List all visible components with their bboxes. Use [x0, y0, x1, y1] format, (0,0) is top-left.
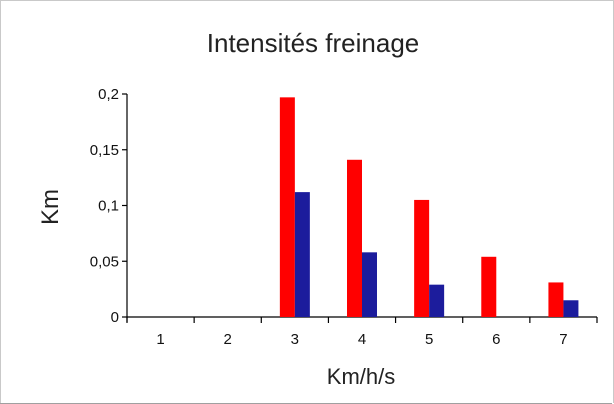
y-tick-label: 0,05: [90, 253, 119, 270]
bar-series-2-cat-7: [563, 300, 579, 317]
plot-area: 0 0,05 0,1 0,15 0,2 1 2 3 4 5 6 7: [90, 86, 598, 348]
y-axis-label: Km: [37, 189, 64, 225]
x-tick-label: 7: [559, 331, 567, 348]
bar-series-1-cat-4: [347, 159, 362, 317]
bar-series-2-cat-4: [362, 252, 377, 317]
x-tick-label: 2: [224, 331, 232, 348]
chart-title: Intensités freinage: [207, 28, 419, 58]
y-tick-label: 0,15: [90, 142, 119, 159]
bar-series-2-cat-5: [429, 284, 445, 317]
x-tick-label: 6: [492, 331, 500, 348]
bar-series-1-cat-6: [481, 256, 497, 317]
y-tick-label: 0: [111, 309, 119, 326]
x-axis-label: Km/h/s: [327, 364, 395, 389]
x-tick-label: 3: [291, 331, 299, 348]
x-tick-label: 4: [358, 331, 366, 348]
x-tick-label: 5: [425, 331, 433, 348]
y-tick-label: 0,1: [98, 198, 119, 215]
bar-series-1-cat-5: [414, 199, 430, 317]
bar-series-2-cat-3: [294, 192, 310, 317]
y-tick-label: 0,2: [98, 86, 119, 103]
x-tick-label: 1: [156, 331, 164, 348]
bar-series-1-cat-3: [279, 97, 295, 317]
bar-series-1-cat-7: [548, 282, 564, 317]
